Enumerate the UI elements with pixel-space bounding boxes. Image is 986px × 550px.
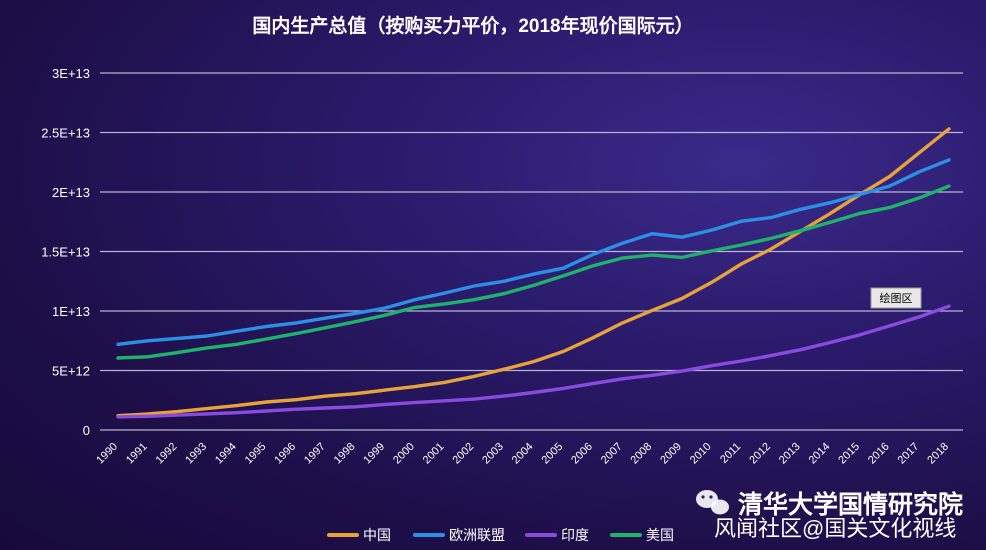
legend-label: 印度 (561, 527, 589, 543)
wechat-icon (696, 490, 729, 515)
series-line-1 (116, 158, 951, 346)
y-tick-label: 5E+12 (52, 364, 90, 379)
x-tick-label: 2011 (718, 441, 743, 466)
watermark-line2: 风闻社区@国关文化视线 (714, 516, 956, 541)
x-tick-label: 1993 (183, 441, 209, 467)
watermark: 清华大学国情研究院 风闻社区@国关文化视线 (696, 490, 963, 541)
x-axis-ticks: 1990 1991 1992 1993 1994 1995 1996 1997 1998 1999… (94, 441, 951, 467)
y-tick-label: 0 (83, 423, 90, 438)
grid-lines (100, 72, 963, 431)
x-tick-label: 2005 (540, 441, 566, 467)
x-tick-label: 1997 (302, 441, 328, 467)
x-tick-label: 2004 (510, 441, 536, 467)
x-tick-label: 1996 (272, 441, 298, 467)
legend-label: 中国 (363, 527, 391, 543)
y-tick-label: 2.5E+13 (41, 126, 90, 141)
plot-area-label: 绘图区 (870, 287, 922, 309)
y-tick-label: 1E+13 (52, 304, 90, 319)
x-tick-label: 2008 (629, 441, 655, 467)
x-tick-label: 2012 (747, 441, 773, 467)
series-line-2 (116, 304, 951, 419)
plot-area-label-box (870, 287, 922, 309)
x-tick-label: 2013 (777, 441, 803, 467)
x-tick-label: 1992 (154, 441, 180, 467)
legend-label: 美国 (646, 527, 674, 543)
series-lines (116, 127, 951, 419)
x-tick-label: 1995 (243, 441, 269, 467)
x-tick-label: 1999 (361, 441, 387, 467)
legend-label: 欧洲联盟 (449, 527, 505, 543)
y-tick-label: 2E+13 (52, 185, 90, 200)
y-axis-ticks: 0 5E+12 1E+13 1.5E+13 2E+13 2.5E+13 3E+13 (41, 66, 90, 438)
x-tick-label: 2002 (450, 441, 476, 467)
x-tick-label: 2000 (391, 441, 417, 467)
x-tick-label: 2001 (421, 441, 447, 467)
x-tick-label: 2015 (836, 441, 862, 467)
x-tick-label: 2003 (480, 441, 506, 467)
x-tick-label: 1998 (332, 441, 358, 467)
x-tick-label: 2007 (599, 441, 625, 467)
x-tick-label: 2016 (866, 441, 892, 467)
x-tick-label: 1990 (94, 441, 120, 467)
series-line-3 (116, 184, 951, 360)
x-tick-label: 1994 (213, 441, 239, 467)
x-tick-label: 2018 (925, 441, 951, 467)
y-tick-label: 3E+13 (52, 66, 90, 81)
plot-area-label-text: 绘图区 (880, 291, 913, 305)
x-tick-label: 2010 (688, 441, 714, 467)
x-tick-label: 2006 (569, 441, 595, 467)
x-tick-label: 1991 (124, 441, 150, 467)
x-tick-label: 2014 (807, 441, 833, 467)
series-line-0 (116, 127, 951, 418)
legend: 中国 欧洲联盟 印度 美国 (327, 527, 674, 543)
chart-title: 国内生产总值（按购买力平价，2018年现价国际元） (252, 14, 693, 37)
watermark-line1: 清华大学国情研究院 (738, 490, 963, 519)
x-tick-label: 2017 (896, 441, 922, 467)
y-tick-label: 1.5E+13 (41, 245, 90, 260)
x-tick-label: 2009 (658, 441, 684, 467)
